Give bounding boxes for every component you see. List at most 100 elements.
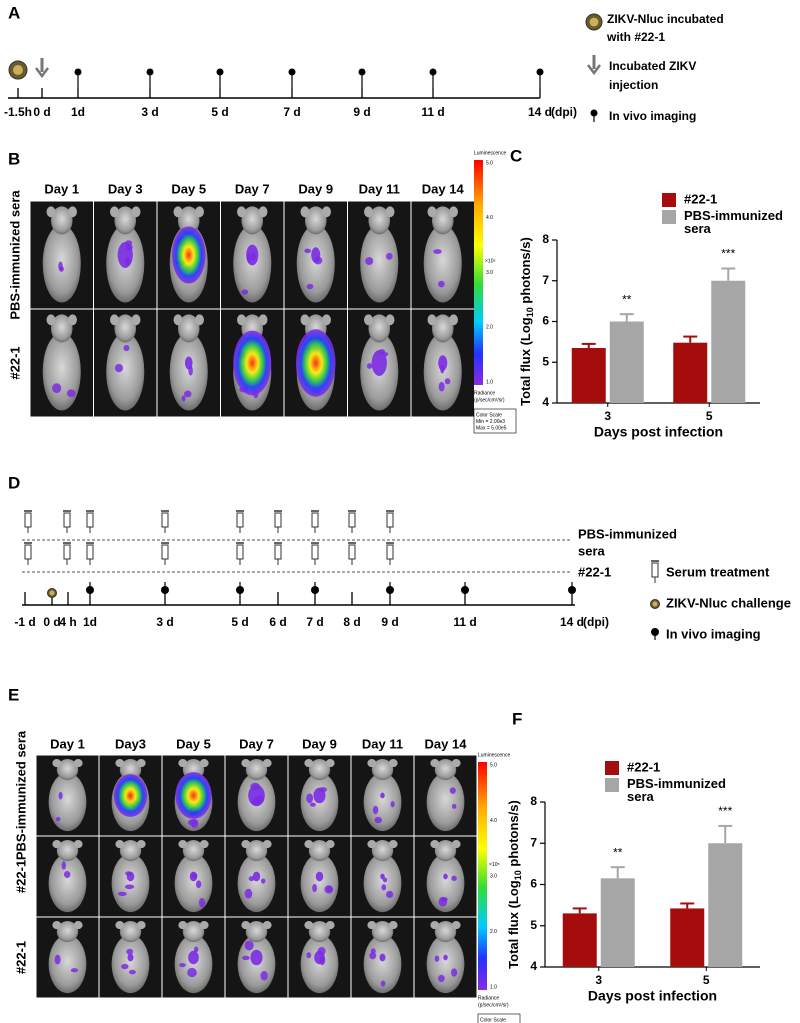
y-axis-label: Total flux (Log10 photons/s)	[506, 800, 523, 969]
imaging-dot	[386, 586, 394, 594]
mouse-ear	[427, 314, 437, 326]
signal-spot	[381, 884, 387, 891]
timeline-label: 5 d	[231, 615, 248, 629]
syringe-icon	[63, 544, 71, 560]
significance: **	[622, 292, 632, 306]
syringe-icon	[386, 544, 394, 560]
timeline-label: 11 d	[453, 615, 476, 629]
signal-spot	[390, 801, 395, 808]
timeline-label: 14 d	[528, 105, 552, 119]
mouse-head	[431, 314, 454, 343]
mouse-ear	[199, 840, 209, 849]
mouse-ear	[430, 840, 440, 849]
mouse-ear	[73, 921, 83, 930]
mouse-body	[426, 772, 465, 832]
signal-spot	[260, 971, 268, 981]
mouse-ear	[304, 840, 314, 849]
syringe-icon	[236, 512, 244, 528]
mouse-ear	[199, 759, 209, 768]
y-tick-label: 4	[542, 395, 549, 409]
signal-blob	[188, 950, 199, 965]
mouse-head	[119, 921, 142, 943]
scale-text: Color Scale	[476, 412, 502, 418]
mouse-head	[50, 206, 73, 235]
syringe-icon	[386, 512, 394, 528]
signal-blob	[233, 330, 272, 396]
signal-blob	[371, 350, 387, 376]
colorbar-exponent: ×10⁵	[485, 259, 496, 265]
signal-spot	[242, 955, 250, 961]
signal-spot	[386, 252, 393, 260]
mouse-ear	[241, 921, 251, 930]
mouse-ear	[115, 921, 125, 930]
row-label: sera	[578, 543, 606, 558]
y-tick-label: 5	[542, 354, 549, 368]
timeline-label: 3 d	[156, 615, 173, 629]
signal-spot	[244, 940, 254, 951]
signal-spot	[187, 967, 197, 978]
signal-spot	[370, 948, 376, 955]
mouse-ear	[195, 206, 204, 218]
mouse-ear	[262, 921, 272, 930]
mouse-ear	[237, 206, 246, 218]
scale-text: Min = 2.00e3	[476, 419, 505, 425]
mouse-ear	[322, 206, 331, 218]
signal-spot	[66, 389, 76, 398]
imaging-dot	[86, 586, 94, 594]
virus-core	[13, 65, 23, 75]
mouse-head	[308, 840, 331, 862]
mouse-head	[434, 921, 457, 943]
mouse-body	[174, 853, 213, 913]
mouse-head	[245, 759, 268, 781]
mouse-head	[56, 759, 79, 781]
mouse-ear	[73, 759, 83, 768]
row-label: #22-1	[13, 941, 28, 974]
signal-spot	[128, 969, 136, 975]
y-axis-label: Total flux (Log10 photons/s)	[518, 237, 535, 406]
signal-blob	[175, 772, 212, 819]
panel-label: E	[8, 685, 19, 704]
mouse-ear	[367, 759, 377, 768]
colorbar-tick: 2.0	[486, 325, 493, 331]
timeline-label: -1 d	[14, 615, 35, 629]
mouse-head	[182, 921, 205, 943]
mouse-ear	[262, 759, 272, 768]
panel-label: A	[8, 3, 20, 22]
mouse-body	[423, 224, 462, 303]
syringe-icon	[161, 512, 169, 528]
signal-blob	[250, 949, 263, 966]
imaging-dot	[216, 68, 224, 76]
mouse-body	[48, 853, 87, 913]
y-tick-label: 8	[530, 794, 537, 808]
signal-spot	[61, 861, 66, 870]
mouse-ear	[304, 759, 314, 768]
timeline-label: 11 d	[421, 105, 444, 119]
colorbar-tick: 5.0	[486, 160, 493, 166]
colorbar-exponent: ×10⁵	[489, 862, 500, 868]
signal-spot	[306, 952, 312, 959]
signal-blob	[189, 871, 198, 882]
mouse-body	[300, 853, 339, 913]
mouse-ear	[364, 314, 373, 326]
signal-spot	[309, 802, 316, 807]
legend-entry: #22-1	[684, 191, 717, 206]
x-tick-label: 5	[706, 409, 713, 423]
mouse-ear	[322, 314, 331, 326]
mouse-ear	[136, 759, 146, 768]
day-label: Day 14	[422, 181, 465, 196]
signal-spot	[372, 805, 379, 815]
signal-spot	[374, 816, 383, 824]
panel-label: D	[8, 473, 20, 492]
syringe-icon	[86, 512, 94, 528]
signal-blob	[315, 871, 324, 882]
mouse-ear	[304, 921, 314, 930]
mouse-ear	[68, 314, 77, 326]
mouse-head	[431, 206, 454, 235]
mouse-body	[111, 853, 150, 913]
scale-box	[473, 408, 517, 434]
y-tick-label: 7	[530, 835, 537, 849]
y-tick-label: 7	[542, 273, 549, 287]
mouse-ear	[241, 759, 251, 768]
mouse-head	[177, 206, 200, 235]
